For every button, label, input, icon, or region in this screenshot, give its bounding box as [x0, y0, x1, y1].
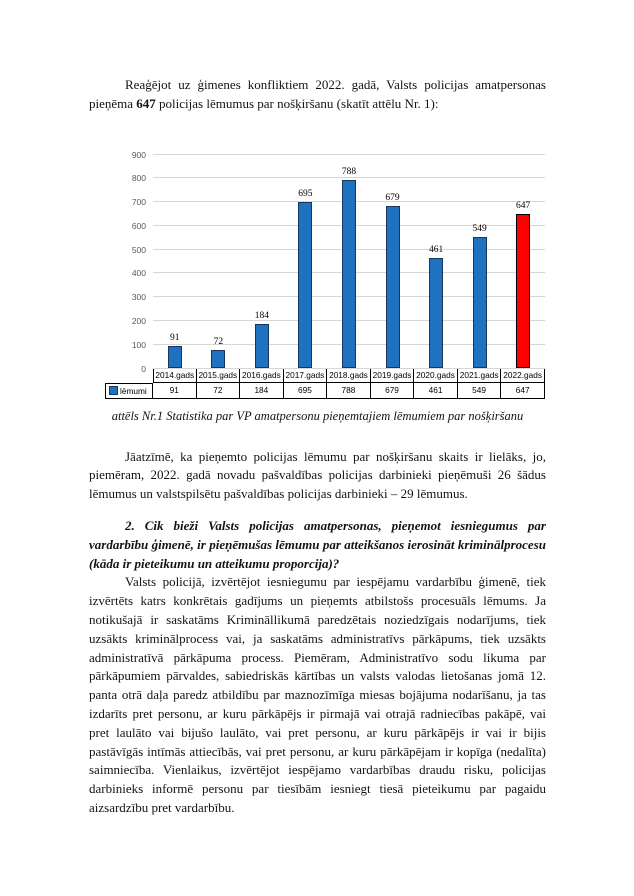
chart-bar	[429, 257, 444, 368]
y-axis-tick-label: 800	[131, 173, 146, 184]
document-page: Reaģējot uz ģimenes konfliktiem 2022. ga…	[89, 76, 546, 815]
gridline	[153, 153, 545, 155]
legend-cell: lēmumi	[105, 382, 153, 399]
legend-label: lēmumi	[120, 385, 147, 396]
y-axis-tick-label: 0	[141, 363, 146, 374]
question-heading: 2. Cik bieži Valsts policijas amatperson…	[89, 517, 546, 571]
legend-key-icon	[109, 386, 118, 396]
figure-caption: attēls Nr.1 Statistika par VP amatperson…	[111, 408, 524, 423]
bar-chart: 0 100 200 300 400 500 600 700 800 900 91 72 184 695 7…	[105, 150, 545, 399]
chart-bar	[298, 202, 313, 368]
bar-value-label: 788	[341, 167, 357, 178]
intro-count-bold: 647	[136, 95, 156, 111]
bar-value-label: 695	[298, 189, 313, 200]
chart-value-cell: 788	[327, 382, 371, 399]
chart-category-cell: 2022.gads	[501, 367, 545, 383]
paragraph-note: Jāatzīmē, ka pieņemto policijas lēmumu p…	[89, 448, 546, 502]
y-axis-tick-label: 300	[131, 292, 146, 303]
chart-bar	[385, 206, 400, 368]
chart-value-cell: 549	[457, 382, 502, 399]
chart-category-cell: 2018.gads	[327, 367, 371, 383]
y-axis-tick-label: 500	[131, 244, 146, 255]
chart-bar	[472, 237, 487, 368]
paragraph-answer: Valsts policijā, izvērtējot iesniegumu p…	[89, 574, 546, 815]
chart-value-cell: 72	[196, 382, 241, 399]
chart-value-cell: 461	[414, 382, 458, 399]
bar-value-label: 72	[213, 337, 224, 348]
bar-value-label: 647	[516, 200, 531, 211]
y-axis-tick-label: 900	[131, 149, 146, 160]
chart-value-cell: 91	[153, 382, 197, 399]
chart-value-cell: 647	[501, 382, 545, 399]
bar-value-label: 549	[472, 224, 487, 235]
bar-value-label: 461	[428, 244, 444, 255]
chart-category-cell: 2017.gads	[283, 367, 328, 383]
y-axis-tick-label: 400	[131, 268, 146, 279]
y-axis-tick-label: 600	[131, 220, 146, 231]
chart-y-axis: 0 100 200 300 400 500 600 700 800 900	[105, 150, 153, 374]
chart-bar	[341, 180, 356, 368]
chart-plot-area: 91 72 184 695 788 679 461 549 647	[153, 153, 545, 369]
y-axis-tick-label: 200	[131, 316, 146, 327]
intro-text-pre: Reaģējot uz ģimenes konfliktiem 2022. ga…	[89, 77, 546, 111]
chart-category-cell: 2015.gads	[196, 367, 241, 383]
bar-value-label: 184	[254, 310, 269, 321]
y-axis-tick-label: 700	[131, 197, 146, 208]
chart-category-cell: 2016.gads	[240, 367, 284, 383]
chart-value-cell: 679	[370, 382, 415, 399]
chart-bar	[167, 345, 182, 368]
bar-value-label: 91	[170, 332, 180, 343]
bar-value-label: 679	[385, 193, 400, 204]
chart-category-row: 2014.gads 2015.gads 2016.gads 2017.gads 2018…	[153, 367, 545, 383]
paragraph-intro: Reaģējot uz ģimenes konfliktiem 2022. ga…	[89, 76, 546, 114]
chart-bar	[516, 213, 531, 368]
chart-value-cell: 695	[283, 382, 328, 399]
chart-value-cell: 184	[240, 382, 284, 399]
chart-category-cell: 2014.gads	[153, 367, 197, 383]
chart-data-table-row: lēmumi 91 72 184 695 788 679 461 549 647	[105, 382, 545, 399]
chart-bar	[211, 350, 226, 368]
y-axis-tick-label: 100	[131, 339, 146, 350]
gridline	[153, 367, 545, 369]
chart-category-cell: 2019.gads	[370, 367, 415, 383]
chart-bar	[254, 323, 269, 368]
chart-plot-row: 0 100 200 300 400 500 600 700 800 900 91 72 184 695 7…	[105, 150, 545, 374]
intro-text-post: policijas lēmumus par nošķiršanu (skatīt…	[155, 95, 439, 111]
chart-category-cell: 2020.gads	[414, 367, 458, 383]
gridline	[153, 177, 545, 179]
chart-category-cell: 2021.gads	[457, 367, 502, 383]
